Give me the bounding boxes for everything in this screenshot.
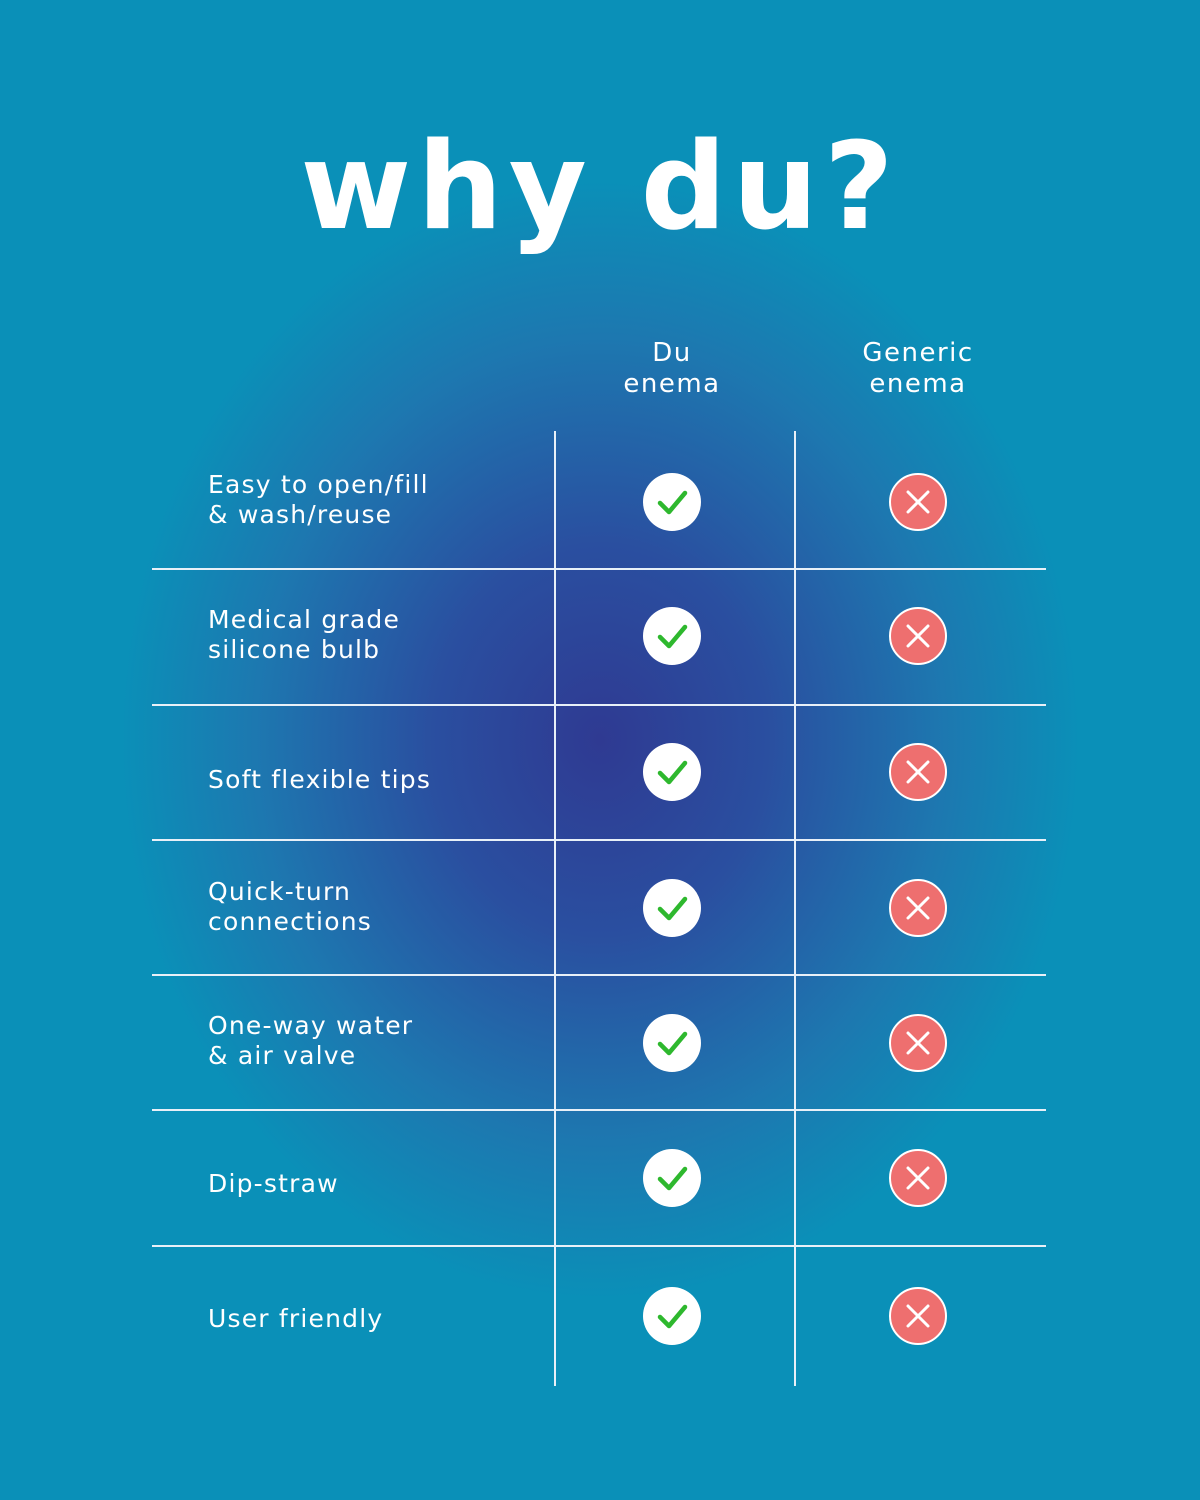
check-icon: [643, 1149, 701, 1207]
feature-label: User friendly: [208, 1304, 384, 1333]
x-icon: [889, 879, 947, 937]
check-icon: [643, 1014, 701, 1072]
row-divider: [152, 839, 1046, 841]
feature-label: Easy to open/fill & wash/reuse: [208, 470, 429, 529]
x-icon: [889, 1149, 947, 1207]
check-icon: [643, 743, 701, 801]
row-divider: [152, 1109, 1046, 1111]
feature-label: Quick-turn connections: [208, 877, 372, 936]
x-icon: [889, 473, 947, 531]
column-header-generic: Generic enema: [862, 338, 974, 399]
check-icon: [643, 607, 701, 665]
column-divider: [554, 431, 556, 1386]
x-icon: [889, 607, 947, 665]
column-header-du: Du enema: [623, 338, 721, 399]
row-divider: [152, 568, 1046, 570]
page-title: why du?: [300, 118, 900, 257]
feature-label: Dip-straw: [208, 1169, 339, 1198]
feature-label: Medical grade silicone bulb: [208, 605, 401, 664]
row-divider: [152, 704, 1046, 706]
check-icon: [643, 879, 701, 937]
column-divider: [794, 431, 796, 1386]
feature-label: One-way water & air valve: [208, 1011, 414, 1070]
check-icon: [643, 473, 701, 531]
x-icon: [889, 1287, 947, 1345]
check-icon: [643, 1287, 701, 1345]
feature-label: Soft flexible tips: [208, 765, 432, 794]
x-icon: [889, 743, 947, 801]
x-icon: [889, 1014, 947, 1072]
row-divider: [152, 1245, 1046, 1247]
row-divider: [152, 974, 1046, 976]
